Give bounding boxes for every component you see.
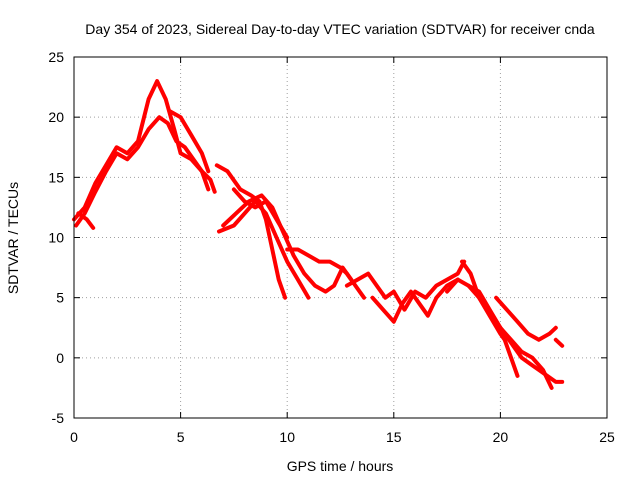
y-axis-label: SDTVAR / TECUs <box>5 182 21 294</box>
x-tick-label: 25 <box>599 429 615 445</box>
series-line <box>370 277 460 324</box>
series-line <box>221 193 354 294</box>
chart-title: Day 354 of 2023, Sidereal Day-to-day VTE… <box>85 21 595 37</box>
series-line <box>494 295 558 342</box>
axis-ticks: 0 5 10 15 20 25 -5 0 5 10 15 20 25 <box>48 49 615 445</box>
x-tick-label: 10 <box>279 429 295 445</box>
x-tick-label: 0 <box>70 429 78 445</box>
x-axis-label: GPS time / hours <box>287 458 394 474</box>
x-tick-label: 5 <box>177 429 185 445</box>
y-tick-label: 15 <box>48 169 64 185</box>
series-line <box>167 109 211 174</box>
series-line <box>553 337 565 348</box>
series-line <box>231 187 290 240</box>
series-line <box>344 259 467 312</box>
series-line <box>72 79 211 222</box>
y-tick-label: 10 <box>48 230 64 246</box>
series-line <box>74 115 217 228</box>
x-tick-label: 15 <box>386 429 402 445</box>
y-tick-label: 0 <box>56 350 64 366</box>
data-series <box>72 79 565 390</box>
series-line <box>466 283 520 378</box>
series-line <box>445 277 554 390</box>
y-tick-label: -5 <box>52 410 65 426</box>
y-tick-label: 5 <box>56 290 64 306</box>
series-line <box>214 163 288 300</box>
grid-lines <box>74 57 607 418</box>
series-line <box>76 211 96 230</box>
y-tick-label: 25 <box>48 49 64 65</box>
y-tick-label: 20 <box>48 109 64 125</box>
x-tick-label: 20 <box>493 429 509 445</box>
series-line <box>217 199 311 300</box>
